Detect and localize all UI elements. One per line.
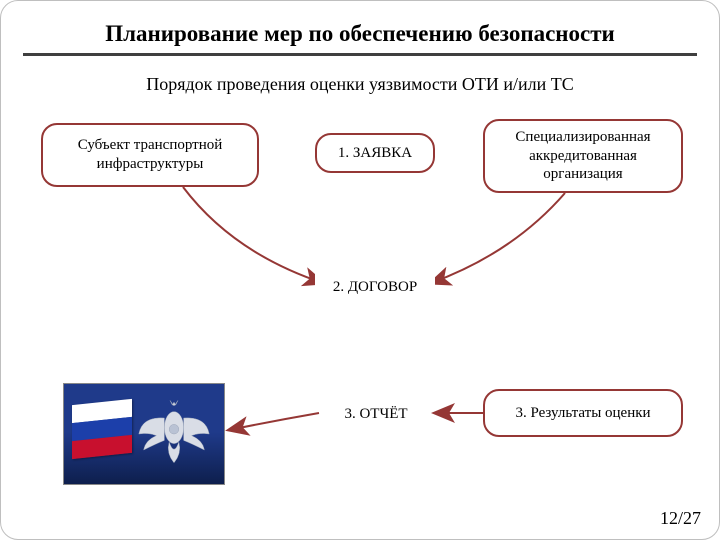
eagle-icon — [134, 394, 214, 474]
node-subject-label: Субъект транспортной инфраструктуры — [53, 136, 247, 174]
arrow-subject-to-dogovor — [183, 187, 323, 283]
node-otchet-label: 3. ОТЧЁТ — [344, 405, 407, 424]
slide-frame: Планирование мер по обеспечению безопасн… — [0, 0, 720, 540]
node-subject: Субъект транспортной инфраструктуры — [41, 123, 259, 187]
node-dogovor: 2. ДОГОВОР — [315, 271, 435, 303]
node-results: 3. Результаты оценки — [483, 389, 683, 437]
page-number: 12/27 — [660, 508, 701, 529]
arrow-org-to-dogovor — [431, 193, 565, 283]
node-org-label: Специализированная аккредитованная орган… — [495, 128, 671, 184]
flag-icon — [72, 399, 132, 459]
slide-subtitle: Порядок проведения оценки уязвимости ОТИ… — [23, 74, 697, 95]
node-zayavka-label: 1. ЗАЯВКА — [338, 144, 412, 163]
node-results-label: 3. Результаты оценки — [515, 404, 650, 423]
arrow-otchet-to-emblem — [229, 413, 319, 430]
diagram-canvas: Субъект транспортной инфраструктуры 1. З… — [23, 123, 697, 503]
node-otchet: 3. ОТЧЁТ — [321, 399, 431, 429]
node-org: Специализированная аккредитованная орган… — [483, 119, 683, 193]
title-rule — [23, 53, 697, 56]
slide-title: Планирование мер по обеспечению безопасн… — [23, 21, 697, 47]
node-dogovor-label: 2. ДОГОВОР — [333, 278, 417, 297]
emblem-image — [63, 383, 225, 485]
node-zayavka: 1. ЗАЯВКА — [315, 133, 435, 173]
